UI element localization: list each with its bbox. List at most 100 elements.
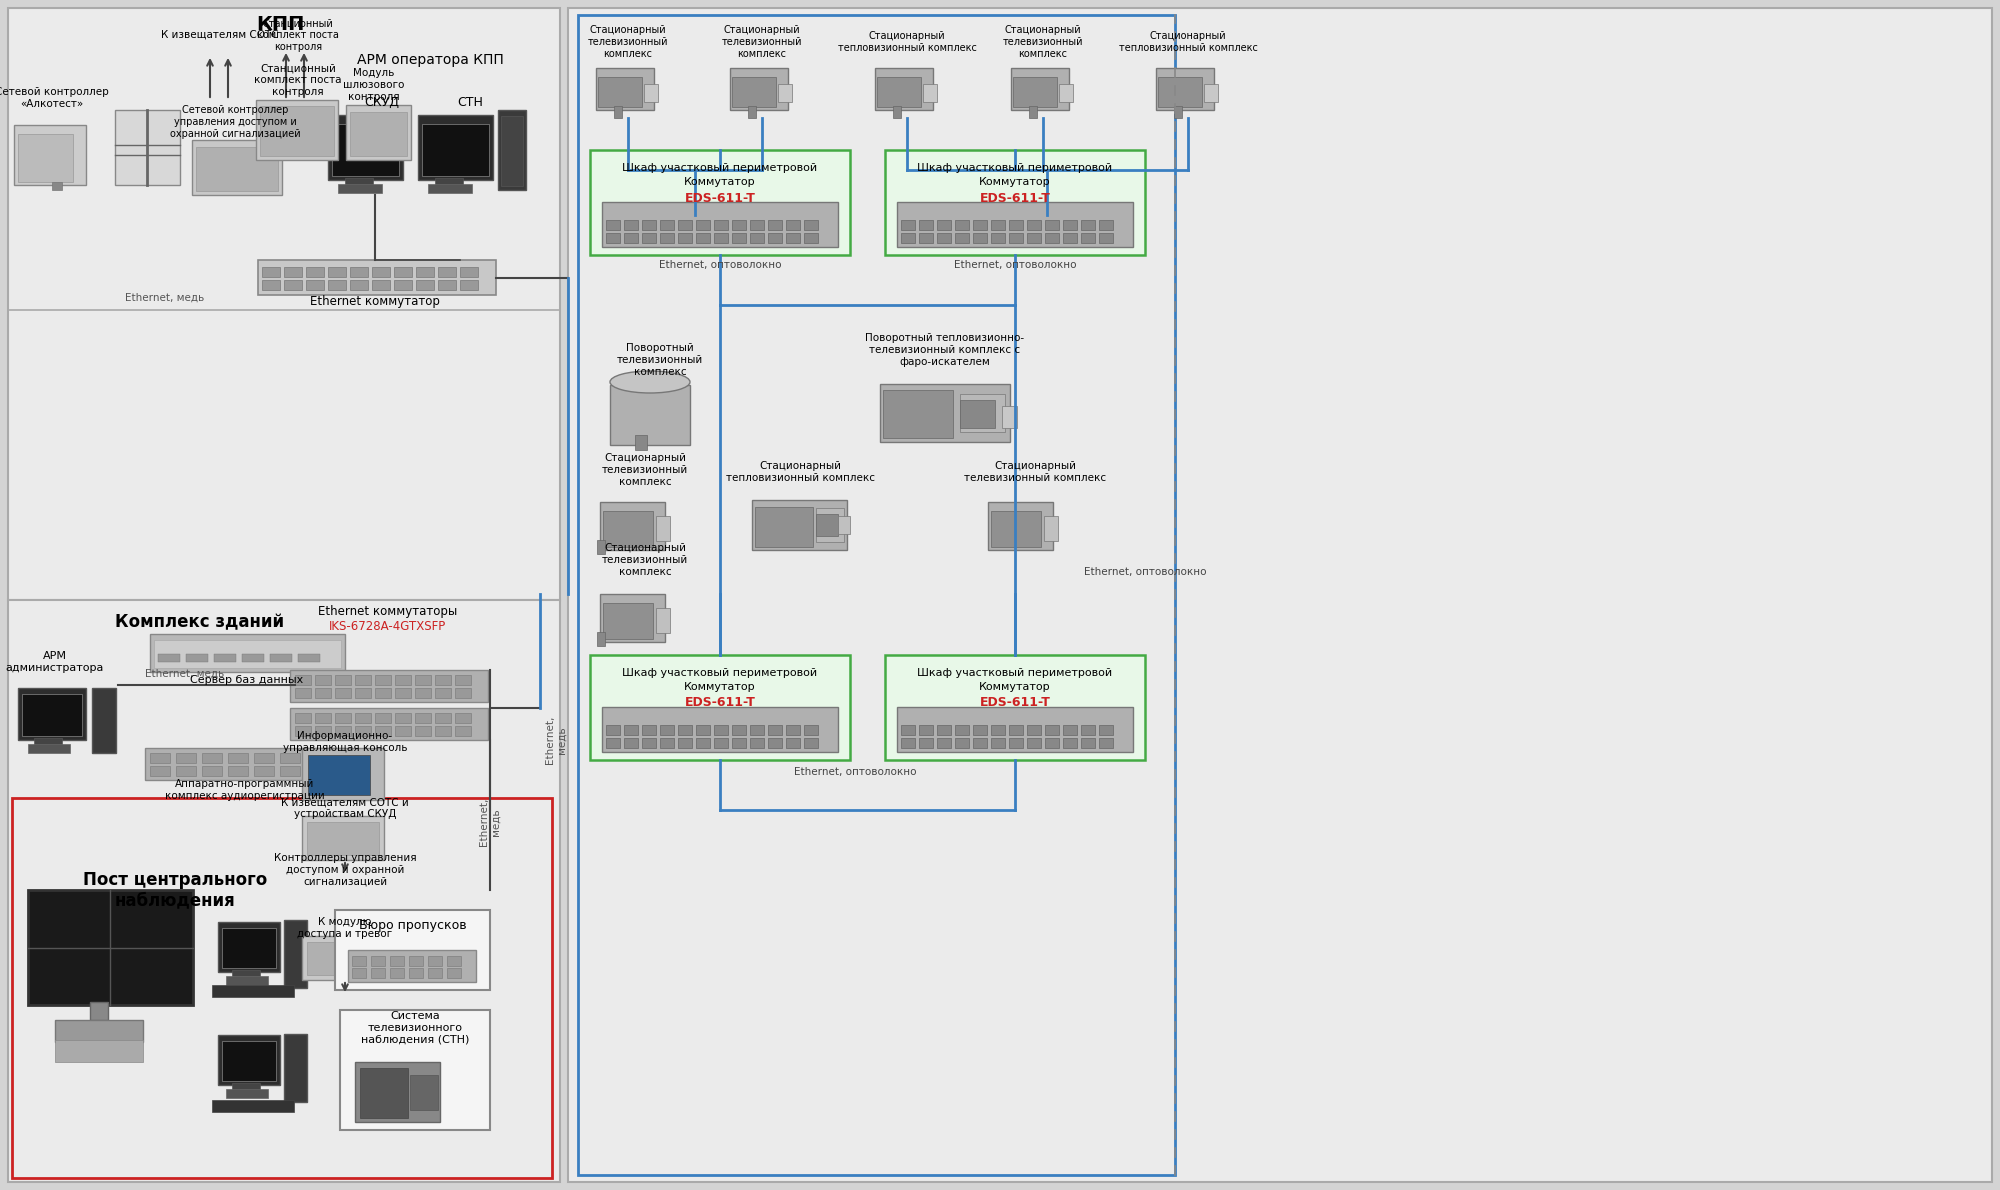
Text: IKS-6728A-4GTXSFP: IKS-6728A-4GTXSFP <box>330 620 446 633</box>
Bar <box>232 1083 260 1090</box>
Bar <box>602 707 838 752</box>
Bar <box>1080 738 1096 749</box>
Bar <box>176 766 196 776</box>
Bar <box>254 766 274 776</box>
Text: Бюро пропусков: Бюро пропусков <box>360 919 466 932</box>
Bar <box>992 725 1006 735</box>
Bar <box>992 233 1006 243</box>
Text: Стационарный
телевизионный
комплекс: Стационарный телевизионный комплекс <box>602 453 688 487</box>
Bar <box>1044 738 1060 749</box>
Bar <box>410 1075 438 1110</box>
Bar <box>900 725 916 735</box>
Bar <box>604 603 652 639</box>
Bar <box>460 280 478 290</box>
Bar <box>222 1041 276 1081</box>
Bar <box>18 134 72 182</box>
Bar <box>410 956 424 966</box>
Bar <box>422 124 488 176</box>
Bar <box>416 267 434 277</box>
Bar <box>642 233 656 243</box>
Bar <box>306 753 326 763</box>
Text: СКУД: СКУД <box>364 95 400 108</box>
Bar <box>1064 738 1076 749</box>
Bar <box>786 725 800 735</box>
Bar <box>1204 84 1218 102</box>
Bar <box>28 890 192 1006</box>
Bar <box>154 640 340 668</box>
Bar <box>756 507 812 547</box>
Bar <box>606 233 620 243</box>
Bar <box>332 124 400 176</box>
Bar <box>176 753 196 763</box>
Bar <box>150 634 346 672</box>
Bar <box>372 267 390 277</box>
Bar <box>596 540 604 555</box>
Text: Станционный
комплект поста
контроля: Станционный комплект поста контроля <box>254 63 342 96</box>
Bar <box>604 511 652 547</box>
Bar <box>222 928 276 967</box>
Text: Ethernet,
медь: Ethernet, медь <box>480 797 500 846</box>
Bar <box>642 725 656 735</box>
Bar <box>750 738 764 749</box>
Text: Аппаратно-программный
комплекс аудиорегистрации: Аппаратно-программный комплекс аудиореги… <box>166 779 324 801</box>
Text: АРМ оператора КПП: АРМ оператора КПП <box>356 54 504 67</box>
Bar <box>992 511 1040 547</box>
Bar <box>328 115 404 180</box>
Bar <box>394 267 412 277</box>
Text: Пост центрального
наблюдения: Пост центрального наблюдения <box>82 871 268 909</box>
Bar <box>258 259 496 295</box>
Bar <box>212 1100 294 1111</box>
Bar <box>396 713 412 724</box>
Bar <box>376 713 392 724</box>
Bar <box>678 725 692 735</box>
Bar <box>192 140 282 195</box>
Bar <box>356 688 372 699</box>
Text: Ethernet, оптоволокно: Ethernet, оптоволокно <box>794 768 916 777</box>
Bar <box>306 280 324 290</box>
Bar <box>256 100 338 159</box>
Bar <box>876 68 932 109</box>
Bar <box>732 220 746 230</box>
Text: Коммутатор: Коммутатор <box>684 177 756 187</box>
Bar <box>956 725 968 735</box>
Bar <box>920 220 932 230</box>
Bar <box>352 967 366 978</box>
Bar <box>280 766 300 776</box>
Bar <box>410 967 424 978</box>
Bar <box>610 386 690 445</box>
Bar <box>416 688 432 699</box>
Bar <box>376 675 392 685</box>
Bar <box>290 670 488 702</box>
Bar <box>328 267 346 277</box>
Text: Коммутатор: Коммутатор <box>980 177 1050 187</box>
Bar <box>438 280 456 290</box>
Bar <box>428 956 442 966</box>
Text: Контроллеры управления
доступом и охранной
сигнализацией: Контроллеры управления доступом и охранн… <box>274 853 416 887</box>
Bar <box>348 950 476 982</box>
Bar <box>308 754 370 795</box>
Bar <box>660 725 674 735</box>
Bar <box>778 84 792 102</box>
Bar <box>158 654 180 662</box>
Bar <box>214 654 236 662</box>
Text: Ethernet, медь: Ethernet, медь <box>146 669 224 679</box>
Bar <box>960 394 1006 432</box>
Bar <box>28 744 70 753</box>
Bar <box>578 15 1176 1175</box>
Bar <box>1010 725 1024 735</box>
Bar <box>678 220 692 230</box>
Bar <box>960 400 996 428</box>
Bar <box>600 594 664 641</box>
Bar <box>750 725 764 735</box>
Bar <box>656 516 670 541</box>
Bar <box>228 766 248 776</box>
Bar <box>660 220 674 230</box>
Bar <box>714 738 728 749</box>
Bar <box>636 436 648 450</box>
Bar <box>396 726 412 735</box>
Bar <box>1100 233 1112 243</box>
Bar <box>316 726 332 735</box>
Bar <box>302 937 384 981</box>
Bar <box>956 738 968 749</box>
Bar <box>624 738 638 749</box>
